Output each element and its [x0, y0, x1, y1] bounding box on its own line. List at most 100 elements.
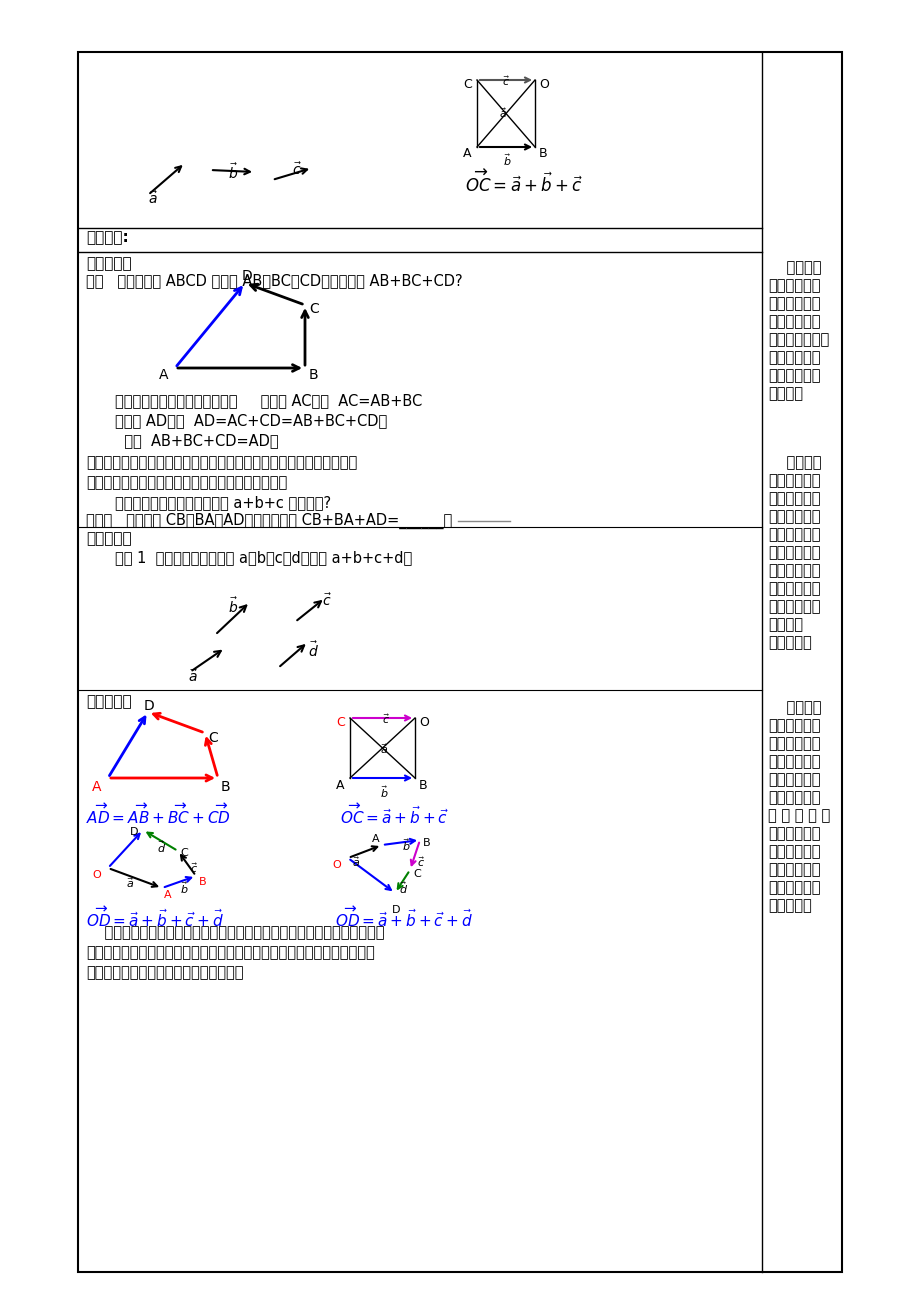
Text: $\vec{c}$: $\vec{c}$ — [190, 861, 199, 875]
Text: B: B — [423, 838, 430, 848]
Text: A: A — [159, 368, 168, 381]
Text: B: B — [199, 878, 207, 887]
Text: B: B — [221, 780, 231, 794]
Text: 以肯定的同时: 以肯定的同时 — [767, 509, 820, 523]
Text: O: O — [332, 861, 340, 870]
Text: 向量）的求和: 向量）的求和 — [767, 844, 820, 859]
Text: C: C — [208, 730, 218, 745]
Bar — [78, 52, 841, 1272]
Text: $\vec{c}$: $\vec{c}$ — [381, 712, 390, 725]
Text: C: C — [309, 302, 318, 316]
Text: 量，发现求三: 量，发现求三 — [767, 296, 820, 311]
Text: 新课探索一: 新课探索一 — [85, 256, 131, 271]
Text: 向量，并通过: 向量，并通过 — [767, 790, 820, 805]
Text: 再作出 AD，则  AD=AC+CD=AB+BC+CD．: 再作出 AD，则 AD=AC+CD=AB+BC+CD． — [115, 413, 387, 428]
Text: B: B — [309, 368, 318, 381]
Text: $\vec{c}$: $\vec{c}$ — [502, 74, 510, 87]
Text: 应当指出在没: 应当指出在没 — [767, 527, 820, 542]
Text: $\vec{c}$: $\vec{c}$ — [416, 855, 425, 868]
Text: O: O — [92, 870, 101, 880]
Text: $\vec{b}$: $\vec{b}$ — [180, 880, 188, 896]
Text: 一中求三个向: 一中求三个向 — [767, 717, 820, 733]
Text: 一般地，几个向量相加，可把这几个向量顺次首尾相接，那么它们的和向: 一般地，几个向量相加，可把这几个向量顺次首尾相接，那么它们的和向 — [85, 924, 384, 940]
Text: $\overrightarrow{AD}=\overrightarrow{AB}+\overrightarrow{BC}+\overrightarrow{CD}: $\overrightarrow{AD}=\overrightarrow{AB}… — [85, 803, 231, 827]
Text: 形法则．: 形法则． — [767, 385, 802, 401]
Text: 可能有学: 可能有学 — [767, 454, 821, 470]
Text: $\vec{b}$: $\vec{b}$ — [380, 784, 389, 799]
Text: D: D — [242, 270, 253, 283]
Text: $\vec{d}$: $\vec{d}$ — [399, 880, 408, 896]
Text: 对 特 殊 情 况: 对 特 殊 情 况 — [767, 809, 829, 823]
Text: 方法，分步求: 方法，分步求 — [767, 754, 820, 769]
Text: $\vec{b}$: $\vec{b}$ — [503, 152, 511, 168]
Text: 教师讲解。: 教师讲解。 — [767, 635, 811, 650]
Text: 想一想   已知向量 CB、BA、AD，请直接写出 CB+BA+AD=______．: 想一想 已知向量 CB、BA、AD，请直接写出 CB+BA+AD=______． — [85, 513, 452, 529]
Text: $\vec{a}$: $\vec{a}$ — [187, 668, 199, 685]
Text: $\vec{c}$: $\vec{c}$ — [322, 592, 332, 608]
Text: $\vec{a}$: $\vec{a}$ — [352, 855, 360, 868]
Text: C: C — [462, 78, 471, 91]
Text: $\vec{a}$: $\vec{a}$ — [498, 105, 507, 120]
Text: 通过作三: 通过作三 — [767, 260, 821, 275]
Text: 量是以第一个向量的起点为起点，最后一个向量的终点为终点的向量．这样: 量是以第一个向量的起点为起点，最后一个向量的终点为终点的向量．这样 — [85, 945, 374, 960]
Text: D: D — [144, 699, 154, 713]
Text: $\overrightarrow{OD}=\vec{a}+\vec{b}+\vec{c}+\vec{d}$: $\overrightarrow{OD}=\vec{a}+\vec{b}+\ve… — [335, 906, 472, 930]
Text: 边形法则．: 边形法则． — [767, 898, 811, 913]
Text: $\vec{b}$: $\vec{b}$ — [228, 161, 238, 181]
Text: 新课探索二: 新课探索二 — [85, 531, 131, 546]
Text: $\overrightarrow{OC}=\vec{a}+\vec{b}+\vec{c}$: $\overrightarrow{OC}=\vec{a}+\vec{b}+\ve… — [464, 171, 583, 197]
Text: 向量加法的多: 向量加法的多 — [767, 880, 820, 894]
Text: $\vec{d}$: $\vec{d}$ — [308, 641, 319, 660]
Text: D: D — [391, 905, 400, 915]
Text: $\vec{d}$: $\vec{d}$ — [157, 838, 166, 854]
Text: $\vec{c}$: $\vec{c}$ — [291, 161, 301, 177]
Text: $\overrightarrow{OC}=\vec{a}+\vec{b}+\vec{c}$: $\overrightarrow{OC}=\vec{a}+\vec{b}+\ve… — [340, 803, 448, 827]
Text: 例题 1  已知互不平行的向量 a、b、c、d，求作 a+b+c+d．: 例题 1 已知互不平行的向量 a、b、c、d，求作 a+b+c+d． — [115, 549, 412, 565]
Text: 分步求解: 分步求解 — [767, 617, 802, 631]
Text: 知识呈现:: 知识呈现: — [85, 230, 129, 245]
Text: B: B — [418, 779, 427, 792]
Text: A: A — [462, 147, 471, 160]
Text: 利用新课: 利用新课 — [767, 700, 821, 715]
Text: 新课探索三: 新课探索三 — [85, 694, 131, 710]
Text: C: C — [180, 848, 187, 858]
Text: O: O — [418, 716, 428, 729]
Text: O: O — [539, 78, 549, 91]
Text: 之前，只能运: 之前，只能运 — [767, 581, 820, 596]
Text: 量的基本方法，: 量的基本方法， — [767, 332, 828, 348]
Text: D: D — [130, 827, 139, 837]
Text: A: A — [371, 835, 380, 844]
Text: B: B — [539, 147, 547, 160]
Text: $\vec{b}$: $\vec{b}$ — [402, 837, 410, 853]
Text: 法则的正确性: 法则的正确性 — [767, 562, 820, 578]
Text: 当三个向量顺次首尾相接时，这三个向量相加所得的和向量是以第一个: 当三个向量顺次首尾相接时，这三个向量相加所得的和向量是以第一个 — [85, 454, 357, 470]
Text: （相互平行的: （相互平行的 — [767, 825, 820, 841]
Text: 个向量的和向: 个向量的和向 — [767, 279, 820, 293]
Text: A: A — [92, 780, 101, 794]
Text: 向量，认识到: 向量，认识到 — [767, 862, 820, 878]
Text: 向量的起点为起点，第三个向量的终点为终点的向量: 向量的起点为起点，第三个向量的终点为终点的向量 — [85, 475, 287, 490]
Text: A: A — [335, 779, 344, 792]
Text: 所以  AB+BC+CD=AD．: 所以 AB+BC+CD=AD． — [115, 434, 278, 448]
Text: 生直接给出答: 生直接给出答 — [767, 473, 820, 488]
Text: 量的和向量的: 量的和向量的 — [767, 736, 820, 751]
Text: $\vec{a}$: $\vec{a}$ — [380, 742, 388, 755]
Text: C: C — [413, 868, 420, 879]
Text: 量加法的多边: 量加法的多边 — [767, 368, 820, 383]
Text: 进一步感受向: 进一步感受向 — [767, 350, 820, 365]
Text: C: C — [335, 716, 345, 729]
Text: 上述结论对前面课前练习中的 a+b+c 也符合吗?: 上述结论对前面课前练习中的 a+b+c 也符合吗? — [115, 495, 331, 510]
Text: A: A — [164, 891, 172, 900]
Text: $\vec{a}$: $\vec{a}$ — [126, 876, 134, 889]
Text: $\vec{b}$: $\vec{b}$ — [228, 596, 238, 616]
Text: 有确定多边形: 有确定多边形 — [767, 546, 820, 560]
Text: 四个向量的和: 四个向量的和 — [767, 772, 820, 786]
Text: 案，教师在予: 案，教师在予 — [767, 491, 820, 506]
Text: 用三角形法则: 用三角形法则 — [767, 599, 820, 615]
Text: $\overrightarrow{OD}=\vec{a}+\vec{b}+\vec{c}+\vec{d}$: $\overrightarrow{OD}=\vec{a}+\vec{b}+\ve… — [85, 906, 223, 930]
Text: 个向量的和向: 个向量的和向 — [767, 314, 820, 329]
Text: $\vec{a}$: $\vec{a}$ — [148, 190, 158, 207]
Text: 按照从左到右的顺序进行运算．     作向量 AC，则  AC=AB+BC: 按照从左到右的顺序进行运算． 作向量 AC，则 AC=AB+BC — [115, 393, 422, 408]
Text: 问题   已知四边形 ABCD 及向量 AB、BC、CD，怎样作出 AB+BC+CD?: 问题 已知四边形 ABCD 及向量 AB、BC、CD，怎样作出 AB+BC+CD… — [85, 273, 462, 288]
Text: 的规定叫做几个向量相加的多边形法则．: 的规定叫做几个向量相加的多边形法则． — [85, 965, 244, 980]
